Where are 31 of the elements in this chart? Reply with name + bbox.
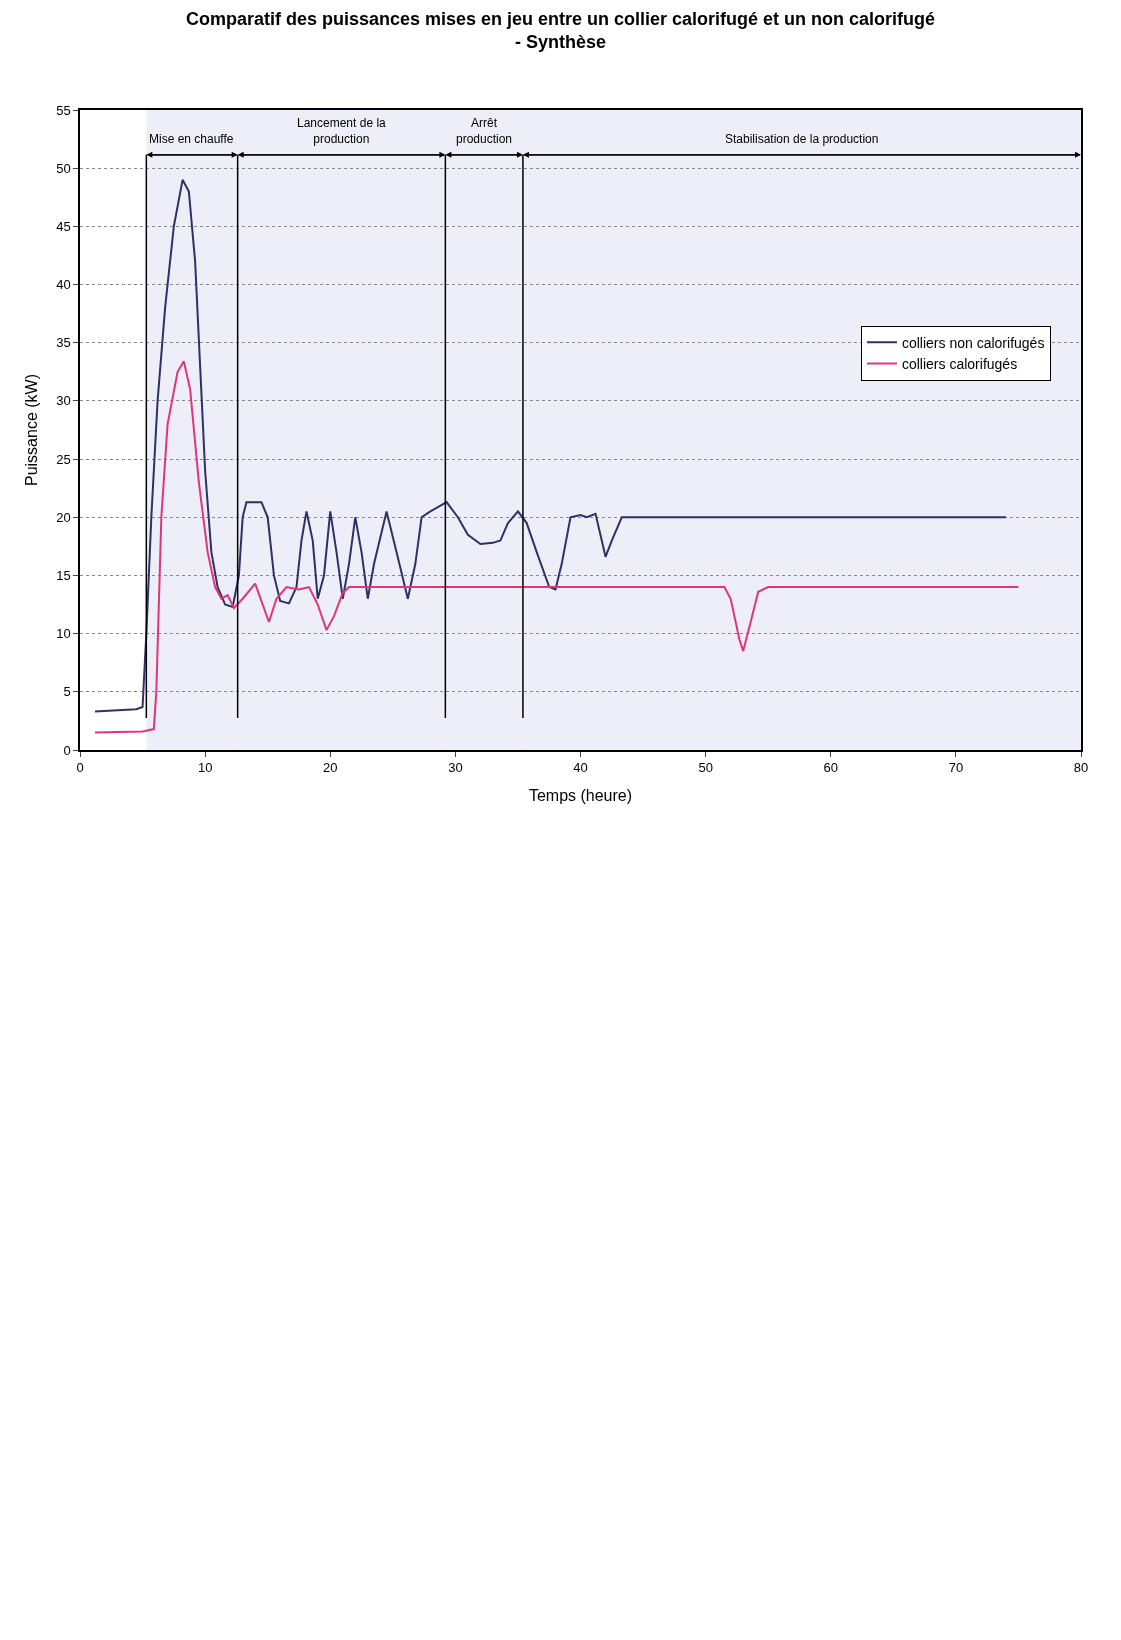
y-tick-label: 35: [56, 335, 71, 351]
x-tick-label: 60: [823, 760, 838, 776]
x-tick-label: 70: [948, 760, 964, 776]
chart-title: Comparatif des puissances mises en jeu entre un collier calorifugé et un non calorifugé - Synthèse: [185, 8, 936, 52]
x-axis-title: Temps (heure): [528, 786, 633, 804]
legend-label: colliers calorifugés: [901, 355, 1018, 372]
y-tick-label: 5: [63, 684, 71, 700]
x-tick-label: 30: [448, 760, 463, 776]
y-tick-label: 55: [56, 102, 71, 118]
band-label: Mise en chauffe: [149, 132, 234, 146]
y-tick-label: 40: [56, 277, 71, 293]
y-tick-label: 15: [56, 568, 71, 583]
y-tick-label: 0: [63, 742, 71, 758]
x-tick-label: 80: [1073, 760, 1089, 776]
line-series: [94, 360, 1020, 734]
x-tick-label: 0: [76, 760, 84, 776]
y-tick-label: 25: [56, 451, 71, 467]
band-label: Arrêt production: [456, 116, 513, 146]
y-tick-label: 30: [56, 393, 71, 409]
legend-label: colliers non calorifugés: [901, 334, 1045, 351]
y-tick-label: 10: [56, 626, 71, 642]
y-axis-title: Puissance (kW): [22, 373, 40, 487]
x-tick-label: 40: [573, 760, 588, 776]
band-label: Lancement de la production: [297, 116, 387, 146]
y-tick-label: 20: [56, 509, 71, 525]
y-tick-label: 50: [56, 160, 71, 176]
x-tick-label: 20: [323, 760, 338, 776]
y-tick-label: 45: [56, 218, 71, 234]
x-tick-label: 50: [698, 760, 713, 776]
x-tick-label: 10: [197, 760, 213, 776]
band-label: Stabilisation de la production: [725, 132, 879, 146]
